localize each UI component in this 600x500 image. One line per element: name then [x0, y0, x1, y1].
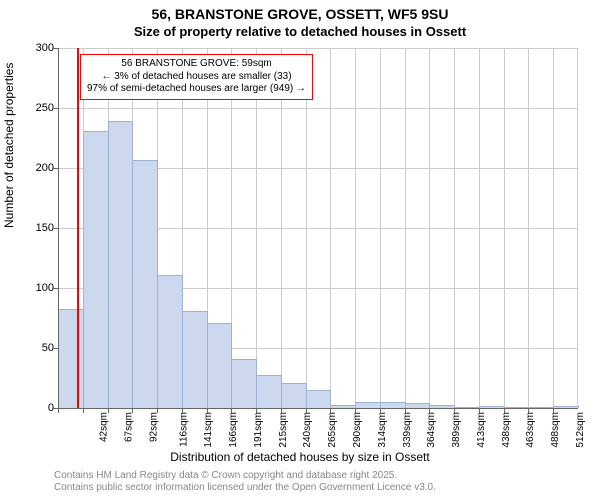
- grid-line-v: [281, 48, 282, 408]
- legend-line: 97% of semi-detached houses are larger (…: [87, 83, 306, 96]
- x-tick-label: 413sqm: [476, 412, 487, 448]
- attribution-line-1: Contains HM Land Registry data © Crown c…: [54, 470, 436, 482]
- plot-area: [58, 48, 578, 408]
- x-axis-line: [58, 408, 578, 409]
- x-tick-label: 67sqm: [124, 412, 135, 442]
- x-tick-label: 339sqm: [402, 412, 413, 448]
- grid-line-v: [330, 48, 331, 408]
- x-tick-label: 265sqm: [327, 412, 338, 448]
- grid-line-v: [504, 48, 505, 408]
- histogram-bar: [231, 359, 257, 408]
- grid-line-v: [479, 48, 480, 408]
- y-tick-label: 250: [14, 102, 54, 114]
- y-tick-label: 150: [14, 222, 54, 234]
- title-block: 56, BRANSTONE GROVE, OSSETT, WF5 9SU Siz…: [0, 0, 600, 40]
- y-axis-line: [58, 48, 59, 408]
- histogram-bar: [256, 375, 282, 408]
- x-tick-label: 116sqm: [178, 412, 189, 447]
- grid-line-h: [58, 108, 578, 109]
- main-title: 56, BRANSTONE GROVE, OSSETT, WF5 9SU: [0, 6, 600, 24]
- x-tick-label: 215sqm: [278, 412, 289, 448]
- histogram-bar: [306, 390, 332, 408]
- histogram-bar: [108, 121, 134, 408]
- x-tick-label: 191sqm: [253, 412, 264, 448]
- y-tick-label: 100: [14, 282, 54, 294]
- x-tick-label: 290sqm: [352, 412, 363, 448]
- x-tick-label: 314sqm: [377, 412, 388, 448]
- x-axis-title: Distribution of detached houses by size …: [0, 450, 600, 464]
- x-tick-label: 463sqm: [525, 412, 536, 448]
- x-tick-label: 240sqm: [303, 412, 314, 448]
- histogram-bar: [207, 323, 233, 408]
- y-tick-label: 300: [14, 42, 54, 54]
- grid-line-v: [355, 48, 356, 408]
- x-tick-label: 512sqm: [575, 412, 586, 448]
- x-tick-label: 92sqm: [148, 412, 159, 442]
- chart-container: 56, BRANSTONE GROVE, OSSETT, WF5 9SU Siz…: [0, 0, 600, 500]
- attribution-block: Contains HM Land Registry data © Crown c…: [54, 470, 436, 494]
- grid-line-h: [58, 48, 578, 49]
- x-tick-label: 438sqm: [501, 412, 512, 448]
- histogram-bar: [182, 311, 208, 408]
- legend-line: ← 3% of detached houses are smaller (33): [87, 71, 306, 84]
- histogram-bar: [83, 131, 109, 408]
- histogram-bar: [58, 309, 84, 408]
- grid-line-v: [429, 48, 430, 408]
- histogram-bar: [157, 275, 183, 408]
- y-axis-title: Number of detached properties: [2, 63, 16, 228]
- attribution-line-2: Contains public sector information licen…: [54, 482, 436, 494]
- y-tick-label: 50: [14, 342, 54, 354]
- histogram-bar: [132, 160, 158, 408]
- x-tick-label: 488sqm: [550, 412, 561, 448]
- x-tick-label: 364sqm: [426, 412, 437, 448]
- grid-line-v: [256, 48, 257, 408]
- reference-line: [77, 48, 79, 408]
- x-tick-label: 141sqm: [204, 412, 215, 448]
- y-tick-label: 0: [14, 402, 54, 414]
- y-tick-label: 200: [14, 162, 54, 174]
- legend-line: 56 BRANSTONE GROVE: 59sqm: [87, 58, 306, 71]
- x-tick-label: 389sqm: [451, 412, 462, 448]
- grid-line-v: [553, 48, 554, 408]
- x-tick-label: 42sqm: [99, 412, 110, 442]
- x-tick-label: 166sqm: [228, 412, 239, 448]
- sub-title: Size of property relative to detached ho…: [0, 24, 600, 40]
- grid-line-v: [380, 48, 381, 408]
- grid-line-v: [454, 48, 455, 408]
- grid-line-v: [577, 48, 578, 408]
- legend-box: 56 BRANSTONE GROVE: 59sqm← 3% of detache…: [80, 54, 313, 100]
- grid-line-v: [528, 48, 529, 408]
- histogram-bar: [281, 383, 307, 408]
- grid-line-v: [306, 48, 307, 408]
- grid-line-v: [405, 48, 406, 408]
